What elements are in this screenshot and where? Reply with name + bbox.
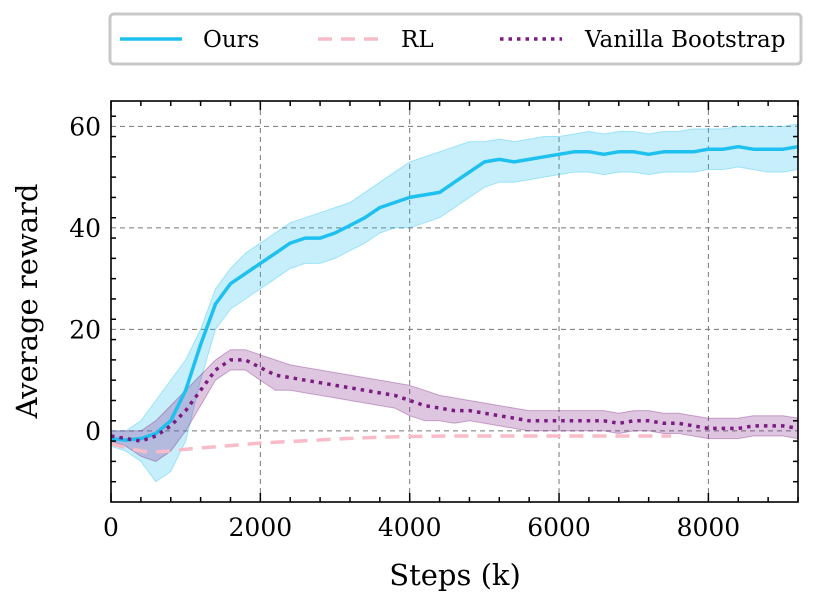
y-tick-labels: 0 20 40 60 — [69, 112, 101, 446]
legend-label-ours: Ours — [203, 27, 259, 53]
y-axis-title: Average reward — [10, 184, 44, 420]
series-line — [110, 144, 799, 442]
series-line — [110, 434, 672, 455]
series-lines — [110, 144, 799, 455]
axis-ticks — [110, 101, 799, 502]
x-tick-labels: 0 2000 4000 6000 8000 — [103, 513, 740, 542]
plot-frame — [110, 100, 799, 503]
y-tick-label: 20 — [69, 315, 101, 344]
y-tick-label: 0 — [85, 417, 101, 446]
x-axis-title: Steps (k) — [389, 558, 521, 592]
x-tick-label: 2000 — [229, 513, 293, 542]
legend-label-vanilla-bootstrap: Vanilla Bootstrap — [584, 27, 785, 53]
y-tick-label: 60 — [69, 112, 101, 141]
x-tick-label: 4000 — [378, 513, 442, 542]
legend-frame — [108, 12, 803, 66]
y-tick-label: 40 — [69, 214, 101, 243]
x-tick-label: 0 — [103, 513, 119, 542]
legend: Ours RL Vanilla Bootstrap — [108, 12, 803, 66]
x-tick-label: 6000 — [527, 513, 591, 542]
confidence-bands — [110, 123, 799, 483]
legend-label-rl: RL — [401, 27, 434, 53]
series-line — [110, 358, 799, 443]
confidence-band — [110, 349, 799, 462]
x-tick-label: 8000 — [677, 513, 741, 542]
